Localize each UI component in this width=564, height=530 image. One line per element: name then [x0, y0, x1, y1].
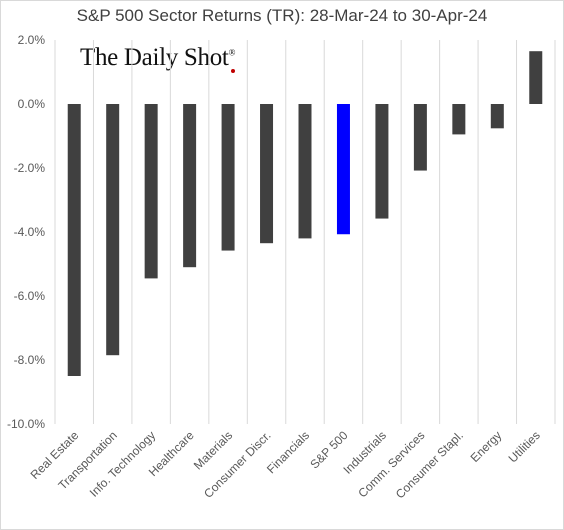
bar: [221, 104, 235, 251]
x-tick-label: Comm. Services: [355, 428, 427, 500]
bar: [144, 104, 158, 279]
daily-shot-logo: The Daily Shot®: [80, 44, 236, 73]
bar: [375, 104, 389, 219]
y-tick-label: -4.0%: [14, 225, 46, 239]
bar: [67, 104, 81, 376]
logo-red-dot: [231, 69, 235, 73]
x-tick-label: Consumer Stapl.: [393, 428, 466, 501]
bar: [298, 104, 312, 239]
x-tick-label: Consumer Discr.: [201, 428, 274, 501]
y-tick-label: -6.0%: [14, 289, 46, 303]
chart-title: S&P 500 Sector Returns (TR): 28-Mar-24 t…: [76, 6, 488, 25]
x-tick-label: Utilities: [506, 428, 543, 465]
bar: [413, 104, 427, 171]
y-tick-label: -8.0%: [14, 353, 46, 367]
bar: [490, 104, 504, 129]
bar: [529, 51, 543, 104]
x-tick-label: Financials: [264, 428, 312, 476]
bar: [183, 104, 197, 268]
bar: [336, 104, 350, 235]
y-tick-label: 2.0%: [18, 33, 46, 47]
y-tick-label: -10.0%: [7, 417, 45, 431]
x-tick-label: Energy: [468, 428, 505, 465]
y-tick-label: 0.0%: [18, 97, 46, 111]
bar: [106, 104, 120, 356]
y-tick-label: -2.0%: [14, 161, 46, 175]
x-tick-label: Info. Technology: [87, 428, 159, 500]
bar: [452, 104, 466, 135]
logo-registered-mark: ®: [228, 47, 236, 58]
logo-text: The Daily Shot: [80, 44, 229, 71]
bar: [260, 104, 274, 244]
